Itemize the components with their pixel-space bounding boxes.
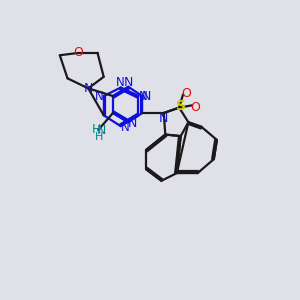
Text: O: O [181,87,191,100]
Text: O: O [190,101,200,114]
Text: N: N [95,90,103,103]
Text: H: H [91,123,101,136]
Text: N: N [116,76,125,89]
Text: N: N [128,117,137,130]
Text: H: H [95,132,103,142]
Text: N: N [159,112,168,125]
Text: N: N [121,121,130,134]
Text: O: O [74,46,83,59]
Text: N: N [124,76,133,89]
Text: N: N [97,124,106,137]
Text: N: N [84,82,93,95]
Text: S: S [176,99,187,113]
Text: N: N [142,90,152,103]
Text: N: N [139,90,147,103]
